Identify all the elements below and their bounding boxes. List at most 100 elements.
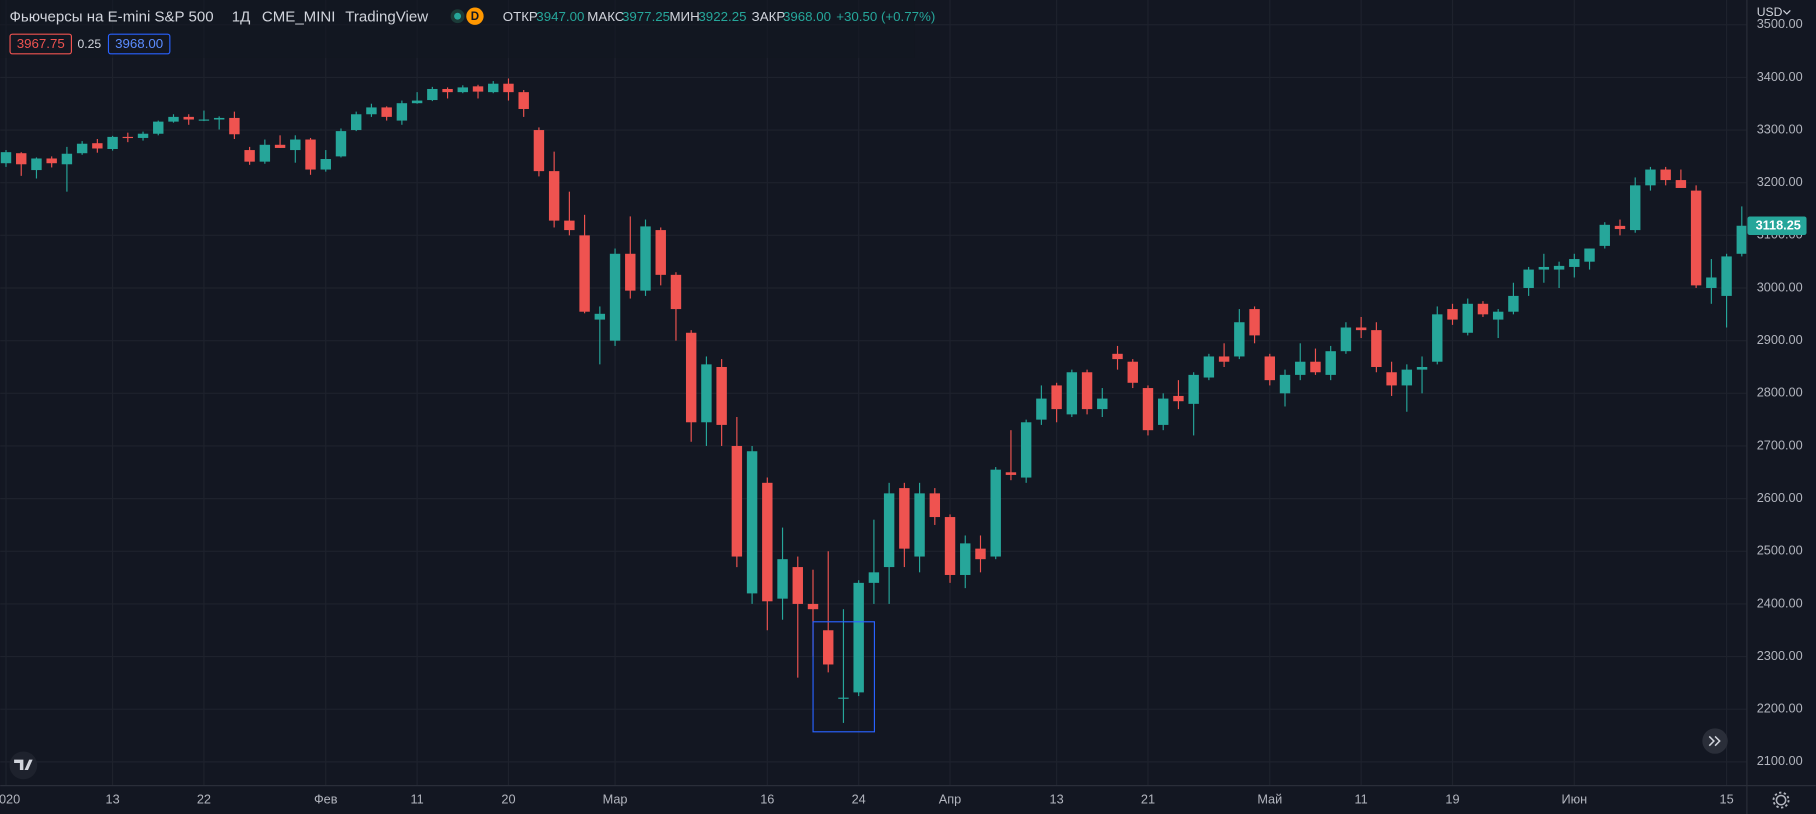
candle-body (548, 171, 560, 221)
candle-body (229, 117, 240, 135)
candle-body (1203, 356, 1215, 378)
y-tick-label: 2400.00 (1757, 595, 1803, 610)
x-tick-label: 20 (501, 791, 515, 806)
candle-body (1462, 303, 1473, 333)
candle-body (1218, 356, 1230, 362)
scroll-button[interactable] (1702, 728, 1728, 754)
candle-body (1569, 259, 1580, 267)
candle-body (716, 366, 727, 425)
x-tick-label: 21 (1141, 791, 1155, 806)
candle-body (1157, 398, 1169, 425)
candle-body (31, 158, 42, 171)
ohlc-label: ОТКР (503, 9, 538, 24)
candle-body (670, 274, 682, 310)
candle-body (290, 139, 301, 151)
candle-body (1188, 374, 1199, 404)
candle-body (990, 469, 1001, 557)
candle-body (1523, 269, 1534, 289)
candle-body (1386, 372, 1397, 386)
candle-body (533, 130, 545, 172)
candle-body (823, 630, 834, 665)
y-tick-label: 3500.00 (1757, 16, 1803, 31)
candle-body (427, 88, 438, 101)
candle-body (1097, 398, 1108, 410)
candle-body (564, 220, 575, 231)
candle-body (1295, 361, 1306, 375)
candle-body (1584, 248, 1595, 262)
sell-box[interactable] (9, 33, 72, 55)
candle-body (92, 143, 103, 149)
x-tick-label: 22 (197, 791, 211, 806)
ohlc-label: ЗАКР (752, 9, 786, 24)
candle-body (472, 86, 484, 92)
x-tick-label: Фев (314, 791, 338, 806)
candle-body (1005, 472, 1017, 475)
candle-body (244, 150, 255, 162)
scroll-icon (1708, 735, 1721, 747)
candle-body (1264, 356, 1275, 381)
x-tick-label: 15 (1719, 791, 1733, 806)
badge[interactable] (466, 7, 484, 25)
candle-body (1675, 180, 1687, 188)
candle-body (1249, 309, 1260, 336)
candle-body (853, 582, 864, 693)
candle-body (1401, 369, 1413, 386)
legend: Фьючерсы на E-mini S&P 500 1Д CME_MINI T… (0, 0, 935, 58)
candle-body (1279, 374, 1291, 394)
candle-body (594, 313, 606, 320)
candle-body (457, 87, 468, 93)
candle-body (46, 158, 57, 164)
candle-body (153, 121, 164, 134)
candle-body (350, 114, 362, 131)
scroll-bg (1702, 728, 1728, 754)
x-tick-label: 2020 (0, 791, 20, 806)
candle-body (1355, 327, 1367, 331)
gear-teeth (1772, 791, 1790, 809)
currency[interactable]: USD (1757, 5, 1783, 19)
sell-price: 3967.75 (17, 36, 65, 51)
interval[interactable]: 1Д (232, 8, 251, 25)
last-price-box (1747, 216, 1807, 236)
candle-body (975, 548, 986, 560)
candle-body (762, 482, 773, 602)
status-dot (454, 12, 462, 20)
candle-body (960, 543, 971, 575)
x-tick-label: 11 (1355, 791, 1368, 806)
x-tick-label: Июн (1561, 791, 1587, 806)
x-tick-label: Мар (603, 791, 628, 806)
candle-body (1477, 303, 1489, 315)
candle-body (1645, 169, 1656, 186)
ohlc-value: 3968.00 (783, 9, 831, 24)
candle-body (488, 83, 499, 93)
candle-body (442, 88, 453, 93)
candle-body (868, 572, 880, 583)
candle-body (1690, 190, 1702, 286)
candles (0, 78, 1748, 723)
candle-body (1432, 314, 1443, 362)
last-price-label: 3118.25 (1756, 218, 1801, 233)
tv-logo[interactable] (9, 751, 38, 780)
spread: 0.25 (78, 37, 102, 51)
candle-body (883, 493, 895, 568)
candle-body (944, 517, 956, 575)
candle-body (1173, 395, 1184, 402)
candle-body (792, 567, 803, 604)
y-tick-label: 3200.00 (1757, 174, 1803, 189)
x-tick-label: 13 (106, 791, 120, 806)
y-tick-label: 3000.00 (1757, 279, 1803, 294)
ohlc-value: 3922.25 (698, 9, 746, 24)
candle-body (259, 144, 271, 162)
buy-box[interactable] (107, 33, 171, 55)
candle-body (1112, 353, 1123, 360)
candle-body (1630, 185, 1641, 231)
candle-body (807, 603, 819, 610)
y-tick-label: 2300.00 (1757, 648, 1803, 663)
y-tick-label: 2100.00 (1757, 753, 1803, 768)
candle-body (1127, 361, 1138, 383)
candle-body (640, 226, 651, 291)
y-tick-label: 3400.00 (1757, 69, 1803, 84)
candle-body (335, 131, 347, 157)
settings-gear[interactable] (1772, 791, 1790, 809)
candle-body (396, 103, 408, 121)
